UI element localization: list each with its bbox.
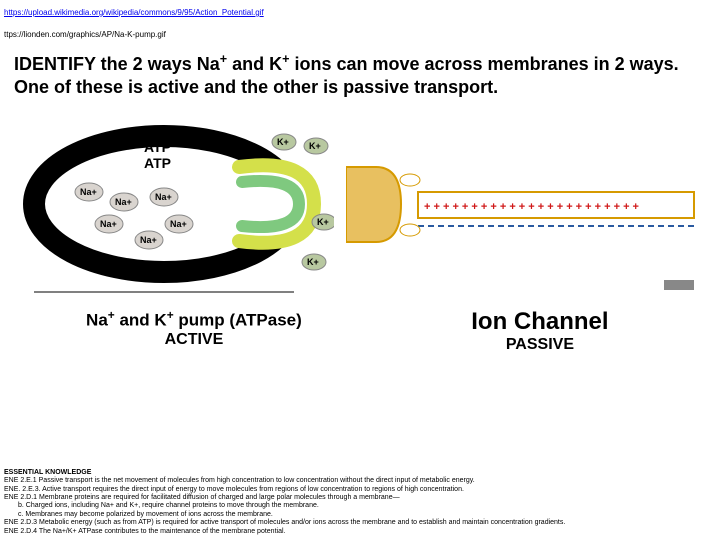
heading-seg1: IDENTIFY the 2 ways Na [14, 54, 220, 74]
source-link-1: https://upload.wikimedia.org/wikipedia/c… [0, 0, 720, 22]
ek-head: ESSENTIAL KNOWLEDGE [4, 469, 91, 476]
pump-svg: ATP ATP Na+ Na+ Na+ Na+ Na+ Na+ K+ [14, 112, 334, 297]
channel-caption: Ion Channel PASSIVE [374, 308, 706, 354]
ek-l3b: b. Charged ions, including Na+ and K+, r… [4, 502, 716, 510]
link-2[interactable]: ttps://lionden.com/graphics/AP/Na-K-pump… [4, 30, 166, 39]
source-link-2: ttps://lionden.com/graphics/AP/Na-K-pump… [0, 22, 720, 44]
channel-diagram: + + + + + + + + + + + + + + + + + + + + … [346, 112, 696, 302]
ek-l4: ENE 2.D.3 Metabolic energy (such as from… [4, 519, 716, 527]
credit-tag [664, 280, 694, 290]
pump-diagram: ATP ATP Na+ Na+ Na+ Na+ Na+ Na+ K+ [14, 112, 334, 302]
caption-row: Na+ and K+ pump (ATPase) ACTIVE Ion Chan… [0, 302, 720, 354]
svg-text:Na+: Na+ [100, 219, 117, 229]
na-cluster: Na+ Na+ Na+ Na+ Na+ Na+ [75, 183, 193, 249]
svg-text:K+: K+ [309, 141, 321, 151]
ek-l1: ENE 2.E.1 Passive transport is the net m… [4, 477, 716, 485]
ek-l5: ENE 2.D.4 The Na+/K+ ATPase contributes … [4, 528, 716, 536]
atp-label-1: ATP [144, 139, 171, 155]
plus-row: + + + + + + + + + + + + + + + + + + + + … [424, 201, 639, 213]
svg-text:Na+: Na+ [80, 187, 97, 197]
channel-top-lip [400, 174, 420, 186]
channel-bottom-lip [400, 224, 420, 236]
channel-caption-sub: PASSIVE [374, 336, 706, 354]
channel-svg: + + + + + + + + + + + + + + + + + + + + … [346, 112, 696, 297]
svg-text:K+: K+ [317, 217, 329, 227]
ek-l3: ENE 2.D.1 Membrane proteins are required… [4, 494, 716, 502]
ek-l2: ENE. 2.E.3. Active transport requires th… [4, 486, 716, 494]
link-1[interactable]: https://upload.wikimedia.org/wikipedia/c… [4, 8, 264, 17]
pump-caption-sub: ACTIVE [14, 331, 374, 349]
svg-text:Na+: Na+ [115, 197, 132, 207]
essential-knowledge: ESSENTIAL KNOWLEDGE ENE 2.E.1 Passive tr… [4, 469, 716, 536]
pump-caption: Na+ and K+ pump (ATPase) ACTIVE [14, 308, 374, 354]
svg-text:K+: K+ [307, 257, 319, 267]
ek-l3c: c. Membranes may become polarized by mov… [4, 511, 716, 519]
atp-label-2: ATP [144, 155, 171, 171]
diagram-row: ATP ATP Na+ Na+ Na+ Na+ Na+ Na+ K+ [0, 102, 720, 302]
pump-caption-title: Na+ and K+ pump (ATPase) [14, 308, 374, 331]
svg-text:Na+: Na+ [155, 192, 172, 202]
left-membrane [346, 167, 401, 242]
heading-seg2: and K [227, 54, 282, 74]
svg-text:Na+: Na+ [140, 235, 157, 245]
svg-text:Na+: Na+ [170, 219, 187, 229]
slide-heading: IDENTIFY the 2 ways Na+ and K+ ions can … [0, 44, 720, 102]
channel-caption-title: Ion Channel [374, 308, 706, 336]
svg-text:K+: K+ [277, 137, 289, 147]
heading-sup1: + [220, 52, 227, 66]
